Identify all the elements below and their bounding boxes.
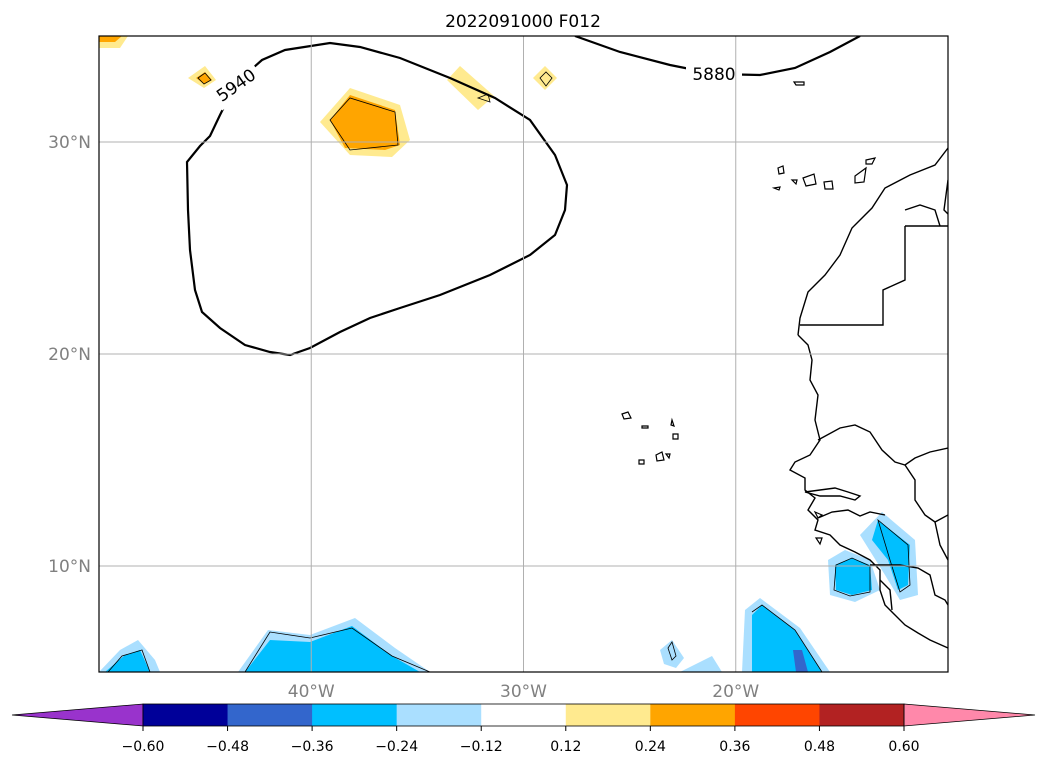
colorbar-segment bbox=[565, 704, 651, 726]
colorbar-tick-label: 0.24 bbox=[635, 739, 666, 755]
colorbar-tick-label: 0.36 bbox=[719, 739, 750, 755]
gridlines bbox=[99, 36, 948, 672]
colorbar-segment bbox=[650, 704, 736, 726]
colorbar-tick-label: −0.60 bbox=[122, 739, 165, 755]
map-title: 2022091000 F012 bbox=[445, 12, 601, 32]
coastlines bbox=[789, 147, 948, 649]
colorbar-extend-low bbox=[11, 703, 144, 727]
colorbar: −0.60 −0.48 −0.36 −0.24 −0.12 0.12 0.24 0.36 0.4… bbox=[11, 703, 1036, 755]
latitude-tick-label: 10°N bbox=[48, 557, 91, 577]
colorbar-outline bbox=[142, 703, 905, 727]
colorbar-tick-label: 0.12 bbox=[550, 739, 581, 755]
negative-anomaly-shading bbox=[99, 512, 918, 672]
islands bbox=[621, 81, 877, 546]
longitude-tick-label: 20°W bbox=[712, 682, 759, 702]
colorbar-segment bbox=[734, 704, 820, 726]
longitude-labels: 40°W 30°W 20°W bbox=[288, 682, 760, 702]
colorbar-segment bbox=[819, 704, 905, 726]
colorbar-segment bbox=[481, 704, 567, 726]
contour-label-5880: 5880 bbox=[692, 65, 735, 85]
colorbar-tick-label: −0.12 bbox=[460, 739, 503, 755]
latitude-tick-label: 30°N bbox=[48, 133, 91, 153]
colorbar-tick-label: −0.24 bbox=[375, 739, 418, 755]
map-area bbox=[99, 36, 948, 672]
positive-anomaly-shading bbox=[99, 36, 557, 157]
colorbar-segment bbox=[396, 704, 482, 726]
colorbar-segment bbox=[227, 704, 313, 726]
anomaly-contours bbox=[107, 71, 911, 672]
longitude-tick-label: 30°W bbox=[500, 682, 547, 702]
colorbar-extend-high bbox=[903, 703, 1036, 727]
colorbar-segment bbox=[143, 704, 229, 726]
latitude-labels: 30°N 20°N 10°N bbox=[48, 133, 91, 577]
colorbar-tick-label: −0.48 bbox=[206, 739, 249, 755]
map-frame bbox=[98, 35, 949, 673]
colorbar-tick-label: 0.60 bbox=[888, 739, 919, 755]
colorbar-tick-label: 0.48 bbox=[804, 739, 835, 755]
colorbar-tick-label: −0.36 bbox=[291, 739, 334, 755]
colorbar-segment bbox=[312, 704, 398, 726]
longitude-tick-label: 40°W bbox=[288, 682, 335, 702]
latitude-tick-label: 20°N bbox=[48, 345, 91, 365]
